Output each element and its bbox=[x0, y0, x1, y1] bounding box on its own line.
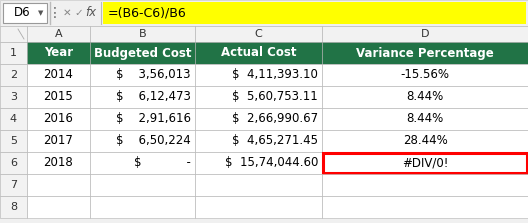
Bar bbox=[90, 64, 195, 86]
Bar bbox=[0, 196, 27, 218]
Bar bbox=[0, 42, 27, 64]
Bar bbox=[322, 108, 528, 130]
Bar bbox=[27, 196, 90, 218]
Bar bbox=[90, 108, 195, 130]
Text: 28.44%: 28.44% bbox=[403, 134, 447, 147]
Bar bbox=[0, 26, 27, 42]
Text: $            -: $ - bbox=[134, 157, 191, 169]
Text: -15.56%: -15.56% bbox=[401, 68, 449, 81]
Bar bbox=[322, 152, 528, 174]
Text: 2: 2 bbox=[10, 70, 17, 80]
Text: ✓: ✓ bbox=[74, 8, 83, 18]
Bar bbox=[3, 3, 47, 23]
Bar bbox=[103, 2, 526, 24]
Bar bbox=[322, 26, 528, 42]
Text: Actual Cost: Actual Cost bbox=[221, 47, 296, 60]
Bar bbox=[195, 174, 322, 196]
Bar bbox=[90, 130, 195, 152]
Bar bbox=[322, 64, 528, 86]
Text: $    2,91,616: $ 2,91,616 bbox=[116, 112, 191, 126]
Text: 6: 6 bbox=[10, 158, 17, 168]
Text: 7: 7 bbox=[10, 180, 17, 190]
Bar bbox=[0, 0, 528, 26]
Text: 5: 5 bbox=[10, 136, 17, 146]
Bar bbox=[195, 26, 322, 42]
Text: $  4,11,393.10: $ 4,11,393.10 bbox=[232, 68, 318, 81]
Text: Budgeted Cost: Budgeted Cost bbox=[94, 47, 191, 60]
Bar bbox=[90, 26, 195, 42]
Bar bbox=[195, 196, 322, 218]
Bar bbox=[90, 196, 195, 218]
Text: 8.44%: 8.44% bbox=[407, 91, 444, 103]
Bar bbox=[27, 26, 90, 42]
Bar bbox=[323, 153, 527, 173]
Bar bbox=[195, 108, 322, 130]
Text: C: C bbox=[254, 29, 262, 39]
Bar bbox=[322, 130, 528, 152]
Bar bbox=[27, 130, 90, 152]
Bar bbox=[0, 86, 27, 108]
Text: $    6,50,224: $ 6,50,224 bbox=[116, 134, 191, 147]
Text: fx: fx bbox=[86, 6, 97, 19]
Text: D: D bbox=[421, 29, 429, 39]
Text: $  15,74,044.60: $ 15,74,044.60 bbox=[224, 157, 318, 169]
Bar bbox=[0, 108, 27, 130]
Text: 2018: 2018 bbox=[44, 157, 73, 169]
Bar bbox=[322, 42, 528, 64]
Text: 3: 3 bbox=[10, 92, 17, 102]
Text: ✕: ✕ bbox=[63, 8, 71, 18]
Bar bbox=[0, 130, 27, 152]
Bar bbox=[0, 64, 27, 86]
Bar bbox=[195, 130, 322, 152]
Text: ▼: ▼ bbox=[39, 10, 44, 16]
Text: 2014: 2014 bbox=[44, 68, 73, 81]
Text: 4: 4 bbox=[10, 114, 17, 124]
Text: 1: 1 bbox=[10, 48, 17, 58]
Text: 2016: 2016 bbox=[44, 112, 73, 126]
Text: $  5,60,753.11: $ 5,60,753.11 bbox=[232, 91, 318, 103]
Bar bbox=[27, 174, 90, 196]
Bar bbox=[322, 174, 528, 196]
Bar bbox=[322, 196, 528, 218]
Text: 2015: 2015 bbox=[44, 91, 73, 103]
Text: #DIV/0!: #DIV/0! bbox=[402, 157, 448, 169]
Bar bbox=[90, 174, 195, 196]
Text: 2017: 2017 bbox=[44, 134, 73, 147]
Text: Variance Percentage: Variance Percentage bbox=[356, 47, 494, 60]
Text: $  4,65,271.45: $ 4,65,271.45 bbox=[232, 134, 318, 147]
Text: =(B6-C6)/B6: =(B6-C6)/B6 bbox=[108, 6, 187, 19]
Text: D6: D6 bbox=[14, 6, 30, 19]
Text: 8.44%: 8.44% bbox=[407, 112, 444, 126]
Bar bbox=[27, 108, 90, 130]
Bar bbox=[0, 174, 27, 196]
Bar bbox=[27, 86, 90, 108]
Bar bbox=[0, 152, 27, 174]
Bar bbox=[90, 86, 195, 108]
Text: B: B bbox=[139, 29, 146, 39]
Text: $    3,56,013: $ 3,56,013 bbox=[117, 68, 191, 81]
Bar bbox=[322, 86, 528, 108]
Bar bbox=[195, 86, 322, 108]
Text: Year: Year bbox=[44, 47, 73, 60]
Bar bbox=[195, 64, 322, 86]
Text: A: A bbox=[55, 29, 62, 39]
Bar bbox=[90, 152, 195, 174]
Bar bbox=[27, 42, 90, 64]
Text: ⋮: ⋮ bbox=[48, 6, 62, 20]
Bar bbox=[90, 42, 195, 64]
Bar bbox=[195, 42, 322, 64]
Text: $    6,12,473: $ 6,12,473 bbox=[116, 91, 191, 103]
Bar bbox=[27, 64, 90, 86]
Text: $  2,66,990.67: $ 2,66,990.67 bbox=[232, 112, 318, 126]
Bar bbox=[195, 152, 322, 174]
Text: 8: 8 bbox=[10, 202, 17, 212]
Bar bbox=[27, 152, 90, 174]
